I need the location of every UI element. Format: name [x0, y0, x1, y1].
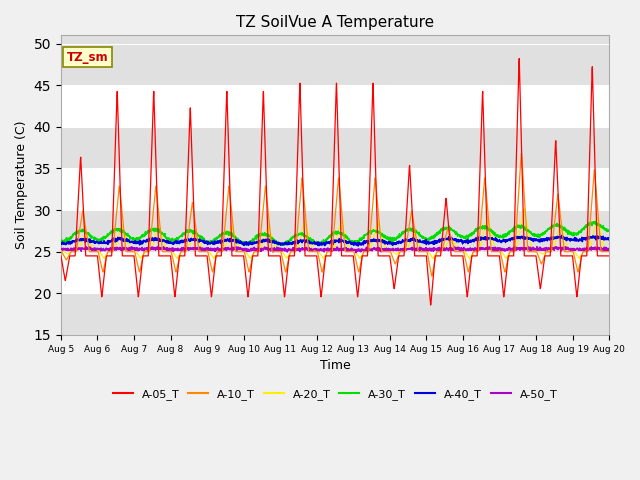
Y-axis label: Soil Temperature (C): Soil Temperature (C) — [15, 121, 28, 250]
X-axis label: Time: Time — [319, 359, 350, 372]
Bar — [61, 293, 609, 335]
Bar — [61, 127, 609, 168]
Bar — [61, 36, 609, 85]
Text: TZ_sm: TZ_sm — [67, 51, 108, 64]
Bar — [61, 210, 609, 252]
Legend: A-05_T, A-10_T, A-20_T, A-30_T, A-40_T, A-50_T: A-05_T, A-10_T, A-20_T, A-30_T, A-40_T, … — [108, 384, 562, 404]
Title: TZ SoilVue A Temperature: TZ SoilVue A Temperature — [236, 15, 434, 30]
